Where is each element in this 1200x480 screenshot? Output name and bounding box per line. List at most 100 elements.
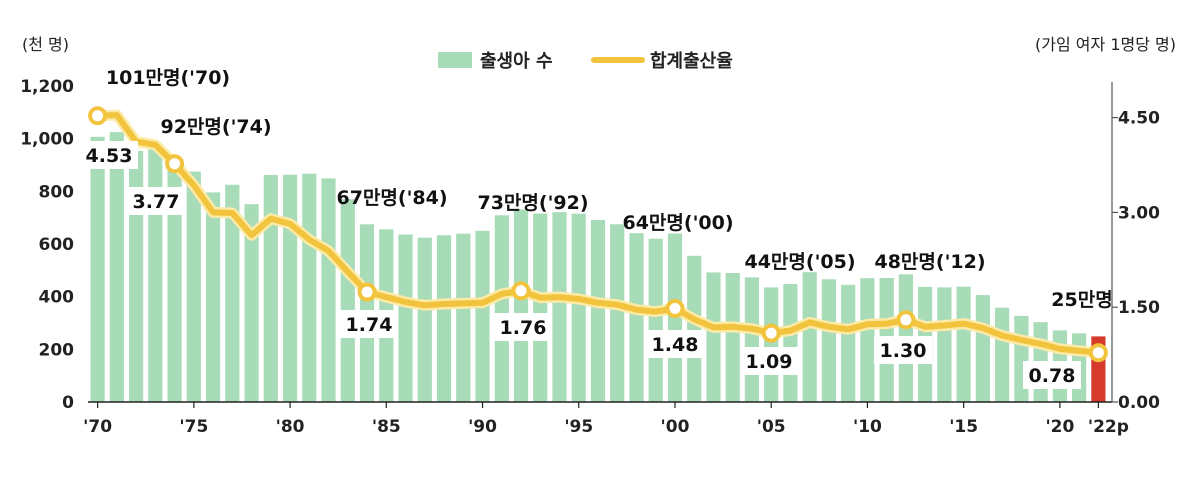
left-axis-unit: (천 명) bbox=[22, 35, 69, 54]
bar-10 bbox=[283, 174, 298, 402]
bar-28 bbox=[629, 233, 644, 402]
x-tick-label-9: '15 bbox=[949, 417, 978, 437]
rate-marker-4 bbox=[665, 299, 685, 318]
rate-line bbox=[94, 112, 1102, 356]
left-tick-label-5: 1,000 bbox=[20, 130, 74, 150]
left-tick-label-3: 600 bbox=[39, 235, 75, 255]
bar-12 bbox=[321, 178, 336, 402]
left-tick-label-6: 1,200 bbox=[20, 77, 74, 97]
bar-1 bbox=[109, 132, 124, 402]
bar-16 bbox=[398, 234, 413, 402]
rate-marker-3 bbox=[511, 281, 531, 301]
x-tick-label-10: '20 bbox=[1045, 417, 1074, 437]
bar-26 bbox=[590, 220, 606, 402]
bar-7 bbox=[225, 184, 240, 403]
rate-label-5: 1.09 bbox=[746, 351, 793, 373]
rate-label-7: 0.78 bbox=[1029, 365, 1076, 387]
right-tick-label-2: 3.00 bbox=[1118, 203, 1160, 223]
left-tick-label-4: 800 bbox=[39, 182, 75, 202]
bar-44 bbox=[937, 287, 952, 402]
bar-34 bbox=[744, 277, 759, 402]
chart-legend: 출생아 수 합계출산율 bbox=[438, 50, 733, 72]
rate-label-1: 3.77 bbox=[133, 191, 180, 213]
left-tick-label-0: 0 bbox=[62, 393, 74, 413]
right-tick-label-3: 4.50 bbox=[1118, 109, 1160, 129]
x-tick-label-0: '70 bbox=[83, 417, 112, 437]
rate-label-box-7 bbox=[1023, 361, 1081, 389]
bar-31 bbox=[687, 255, 702, 402]
bar-annotation-7: 25만명 bbox=[1051, 289, 1112, 311]
bar-20 bbox=[475, 230, 490, 402]
rate-label-box-1 bbox=[127, 187, 185, 215]
rate-marker-0 bbox=[88, 106, 108, 126]
rate-marker-1 bbox=[165, 154, 185, 174]
bar-annotation-2: 67만명('84) bbox=[336, 187, 447, 209]
right-tick-label-0: 0.00 bbox=[1118, 393, 1160, 413]
rate-marker-5 bbox=[761, 323, 781, 343]
birth-count-bars bbox=[90, 132, 1106, 403]
x-tick-label-3: '85 bbox=[372, 417, 401, 437]
fertility-rate-line bbox=[88, 106, 1108, 363]
x-tick-label-11: '22p bbox=[1088, 417, 1129, 437]
bar-46 bbox=[975, 295, 990, 402]
bar-annotation-0: 101만명('70) bbox=[106, 67, 230, 89]
bar-35 bbox=[764, 287, 779, 402]
bar-8 bbox=[244, 204, 259, 402]
bar-29 bbox=[648, 238, 663, 402]
bar-48 bbox=[1014, 315, 1029, 402]
x-tick-label-2: '80 bbox=[276, 417, 305, 437]
legend-bar-label: 출생아 수 bbox=[480, 51, 553, 72]
rate-label-3: 1.76 bbox=[500, 317, 547, 339]
right-tick-label-1: 1.50 bbox=[1118, 298, 1160, 318]
rate-label-box-0 bbox=[80, 141, 138, 169]
rate-marker-6 bbox=[896, 310, 916, 330]
bar-40 bbox=[860, 278, 875, 402]
rate-label-box-2 bbox=[340, 310, 398, 338]
bar-annotation-5: 44만명('05) bbox=[744, 251, 855, 273]
bar-39 bbox=[841, 284, 856, 402]
x-tick-label-5: '95 bbox=[564, 417, 593, 437]
bar-annotation-1: 92만명('74) bbox=[160, 116, 271, 138]
rate-label-4: 1.48 bbox=[652, 334, 699, 356]
bar-5 bbox=[186, 171, 201, 402]
bar-11 bbox=[302, 173, 317, 402]
rate-marker-7 bbox=[1088, 343, 1108, 363]
bar-annotation-4: 64만명('00) bbox=[622, 212, 733, 234]
bar-3 bbox=[148, 147, 163, 402]
bar-19 bbox=[456, 233, 471, 402]
left-tick-label-1: 200 bbox=[39, 340, 75, 360]
bar-27 bbox=[610, 224, 625, 403]
bar-47 bbox=[995, 307, 1010, 402]
rate-label-box-4 bbox=[646, 330, 704, 358]
bar-24 bbox=[552, 212, 567, 402]
right-axis-unit: (가임 여자 1명당 명) bbox=[1035, 35, 1176, 54]
bar-37 bbox=[802, 272, 817, 402]
legend-bar-swatch bbox=[438, 52, 472, 68]
rate-marker-2 bbox=[357, 282, 377, 302]
bar-21 bbox=[494, 215, 509, 402]
rate-label-box-3 bbox=[494, 313, 552, 341]
bar-22 bbox=[513, 209, 529, 402]
x-tick-label-8: '10 bbox=[853, 417, 882, 437]
bar-9 bbox=[263, 175, 278, 402]
rate-label-2: 1.74 bbox=[346, 314, 393, 336]
bar-38 bbox=[821, 279, 836, 402]
legend-line-label: 합계출산율 bbox=[650, 50, 733, 72]
x-tick-label-7: '05 bbox=[757, 417, 786, 437]
bar-13 bbox=[340, 199, 355, 402]
x-tick-label-6: '00 bbox=[661, 417, 690, 437]
bar-32 bbox=[706, 272, 721, 402]
rate-label-box-5 bbox=[740, 347, 798, 375]
rate-label-0: 4.53 bbox=[86, 145, 133, 167]
bar-33 bbox=[725, 273, 740, 402]
bar-annotation-6: 48만명('12) bbox=[874, 251, 985, 273]
bar-4 bbox=[167, 158, 182, 402]
bar-17 bbox=[417, 237, 432, 402]
bar-6 bbox=[206, 192, 221, 402]
rate-label-6: 1.30 bbox=[880, 340, 927, 362]
chart-axes: 0 200 400 600 800 1,000 1,200 0.00 1.50 3.00 4.50 '… bbox=[20, 35, 1176, 437]
x-tick-label-4: '90 bbox=[468, 417, 497, 437]
rate-label-box-6 bbox=[874, 336, 932, 364]
x-tick-label-1: '75 bbox=[179, 417, 208, 437]
